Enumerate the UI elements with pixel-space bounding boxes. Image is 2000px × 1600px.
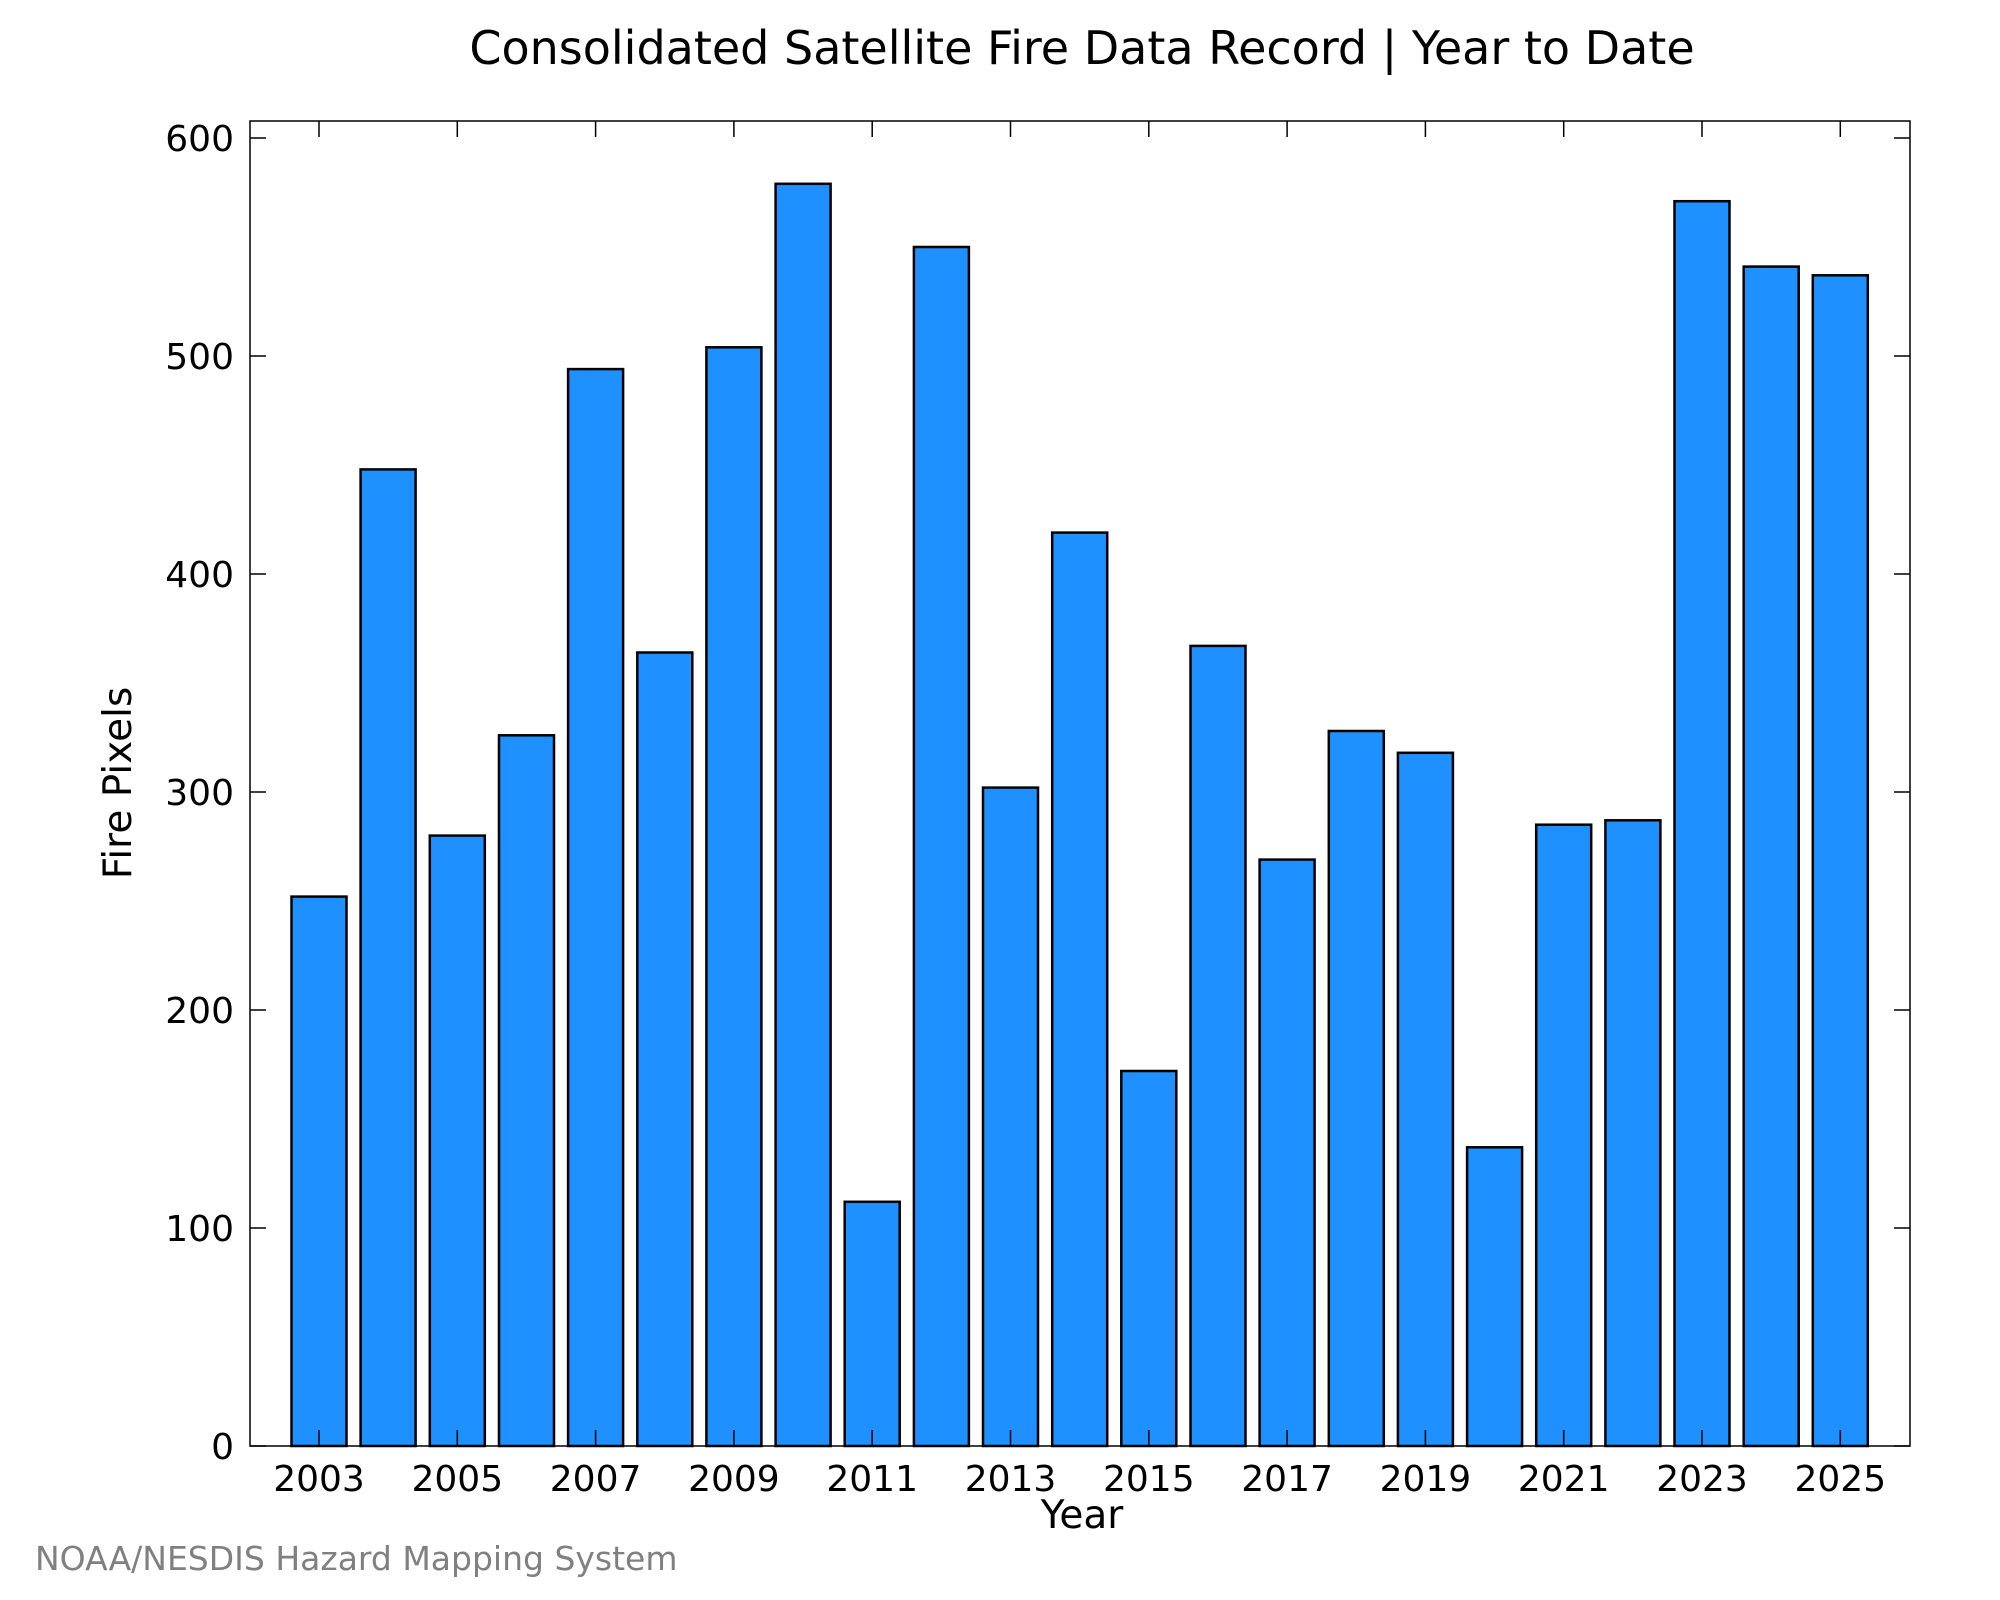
x-tick-label-2009: 2009 <box>688 1459 780 1500</box>
bar-2005 <box>428 834 487 1448</box>
x-tick-label-2011: 2011 <box>826 1459 918 1500</box>
x-tick-label-2021: 2021 <box>1518 1459 1610 1500</box>
bar-2020 <box>1465 1146 1524 1448</box>
bar-2011 <box>843 1200 901 1448</box>
y-tick-label-0: 0 <box>211 1427 234 1468</box>
bar-2024 <box>1742 265 1800 1448</box>
x-tick-label-2025: 2025 <box>1794 1459 1886 1500</box>
x-tick-label-2007: 2007 <box>550 1459 642 1500</box>
bar-2015 <box>1120 1069 1178 1448</box>
y-tick-label-100: 100 <box>165 1209 234 1250</box>
bar-2006 <box>497 734 556 1448</box>
y-tick-label-600: 600 <box>165 119 234 160</box>
bar-2025 <box>1811 274 1870 1448</box>
y-tick-label-300: 300 <box>165 773 234 814</box>
x-axis-label: Year <box>1040 1493 1125 1538</box>
bar-2008 <box>636 651 694 1448</box>
bars-layer <box>290 182 1870 1448</box>
plot-frame <box>249 120 1911 1447</box>
bar-2014 <box>1050 531 1109 1448</box>
bar-2019 <box>1396 751 1455 1448</box>
x-tick-label-2015: 2015 <box>1103 1459 1195 1500</box>
bar-2003 <box>290 895 348 1448</box>
x-tick-label-2005: 2005 <box>411 1459 503 1500</box>
bar-2017 <box>1258 858 1316 1448</box>
x-tick-label-2013: 2013 <box>965 1459 1057 1500</box>
bar-2013 <box>981 786 1040 1448</box>
x-tick-label-2023: 2023 <box>1656 1459 1748 1500</box>
bar-2023 <box>1673 199 1731 1448</box>
bar-2004 <box>359 468 417 1448</box>
bar-2018 <box>1327 729 1386 1448</box>
bar-2007 <box>566 367 625 1448</box>
x-tick-label-2017: 2017 <box>1241 1459 1333 1500</box>
x-tick-label-2003: 2003 <box>273 1459 365 1500</box>
bar-2016 <box>1189 644 1247 1448</box>
x-tick-label-2019: 2019 <box>1380 1459 1472 1500</box>
y-tick-label-200: 200 <box>165 991 234 1032</box>
bar-2010 <box>774 182 832 1448</box>
y-axis-label: Fire Pixels <box>96 687 141 880</box>
y-tick-label-400: 400 <box>165 555 234 596</box>
y-tick-label-500: 500 <box>165 337 234 378</box>
bar-2012 <box>912 245 971 1448</box>
chart-title: Consolidated Satellite Fire Data Record … <box>469 21 1694 76</box>
ticks-layer: 0 100 200 300 400 500 600 2003 2005 2007 2009 2011 2… <box>165 119 1910 1500</box>
bar-2022 <box>1604 819 1662 1448</box>
bar-2009 <box>705 346 763 1448</box>
credit-text: NOAA/NESDIS Hazard Mapping System <box>35 1539 678 1578</box>
bar-2021 <box>1534 823 1593 1448</box>
